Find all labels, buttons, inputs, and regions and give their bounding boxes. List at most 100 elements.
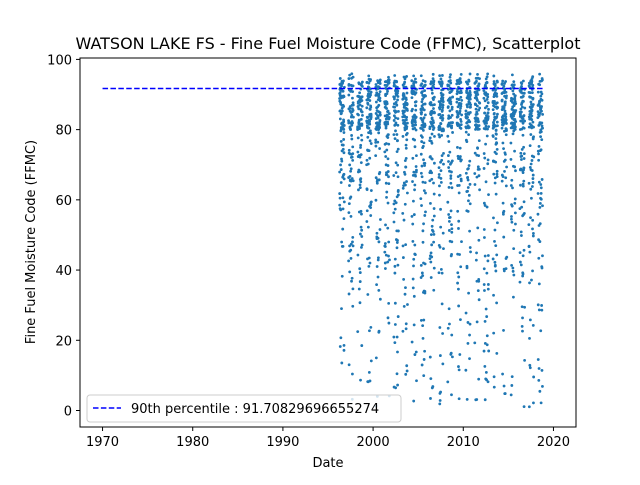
data-point: [402, 94, 406, 98]
data-point: [520, 158, 523, 161]
data-point: [360, 235, 364, 238]
data-point: [513, 197, 517, 201]
data-point: [359, 153, 363, 157]
data-point: [482, 167, 486, 170]
data-point: [430, 91, 434, 95]
data-point: [491, 108, 495, 112]
data-point: [403, 109, 406, 113]
data-point: [396, 123, 400, 127]
data-point: [460, 99, 464, 102]
data-point: [395, 335, 399, 339]
data-point: [367, 126, 371, 130]
data-point: [385, 195, 388, 199]
data-point: [450, 107, 454, 111]
data-point: [519, 110, 523, 114]
data-point: [424, 94, 427, 98]
data-point: [404, 243, 408, 247]
data-point: [495, 120, 499, 124]
data-point: [540, 368, 544, 372]
data-point: [367, 81, 371, 85]
data-point: [387, 142, 391, 146]
data-point: [503, 158, 507, 162]
data-point: [414, 115, 418, 119]
data-point: [513, 149, 516, 153]
data-point: [342, 151, 346, 155]
data-point: [450, 105, 454, 109]
data-point: [440, 133, 444, 137]
data-point: [393, 207, 397, 211]
data-point: [393, 97, 396, 101]
data-point: [522, 200, 526, 204]
data-point: [522, 114, 526, 117]
data-point: [422, 358, 426, 361]
data-point: [485, 315, 489, 318]
data-point: [385, 92, 389, 96]
data-point: [460, 91, 463, 95]
data-point: [374, 140, 378, 144]
data-point: [537, 308, 541, 312]
data-point: [468, 202, 472, 206]
data-point: [347, 211, 351, 215]
data-point: [358, 91, 362, 95]
data-point: [429, 377, 433, 381]
data-point: [420, 135, 424, 139]
data-point: [459, 81, 463, 84]
data-point: [522, 145, 525, 149]
data-point: [439, 207, 442, 211]
x-tick-label: 2010: [447, 435, 480, 450]
data-point: [537, 180, 541, 184]
data-point: [459, 117, 462, 121]
data-point: [442, 162, 445, 166]
data-point: [459, 318, 462, 322]
data-point: [423, 124, 427, 127]
data-point: [460, 240, 463, 244]
data-point: [450, 186, 454, 190]
data-point: [458, 173, 462, 177]
data-point: [419, 197, 423, 201]
data-point: [387, 175, 390, 179]
data-point: [537, 367, 541, 370]
data-point: [404, 143, 408, 147]
data-point: [368, 156, 372, 160]
data-point: [387, 254, 390, 258]
data-point: [403, 292, 407, 296]
data-point: [437, 133, 441, 137]
data-point: [477, 167, 481, 171]
data-point: [423, 102, 427, 106]
data-point: [485, 271, 489, 275]
data-point: [430, 177, 434, 181]
data-point: [432, 83, 436, 86]
data-point: [350, 276, 354, 280]
data-point: [384, 142, 388, 145]
data-point: [513, 100, 517, 103]
data-point: [384, 124, 388, 128]
data-point: [477, 154, 481, 158]
data-point: [432, 121, 435, 124]
data-point: [476, 226, 480, 230]
data-point: [528, 366, 532, 370]
data-point: [387, 75, 390, 79]
data-point: [504, 115, 508, 119]
data-point: [450, 113, 454, 117]
data-point: [401, 256, 405, 259]
data-point: [374, 198, 378, 202]
data-point: [430, 171, 434, 175]
data-point: [350, 134, 353, 137]
data-point: [351, 236, 355, 239]
data-point: [522, 157, 526, 160]
data-point: [450, 223, 453, 227]
data-point: [531, 269, 534, 273]
data-point: [422, 222, 425, 226]
data-point: [378, 78, 382, 82]
data-point: [531, 103, 535, 106]
data-point: [393, 137, 397, 141]
data-point: [514, 222, 517, 226]
data-point: [465, 266, 469, 270]
data-point: [494, 269, 498, 273]
data-point: [502, 384, 506, 388]
data-point: [338, 117, 342, 121]
data-point: [394, 116, 397, 120]
data-point: [378, 147, 382, 150]
data-point: [366, 293, 370, 296]
data-point: [383, 242, 387, 245]
